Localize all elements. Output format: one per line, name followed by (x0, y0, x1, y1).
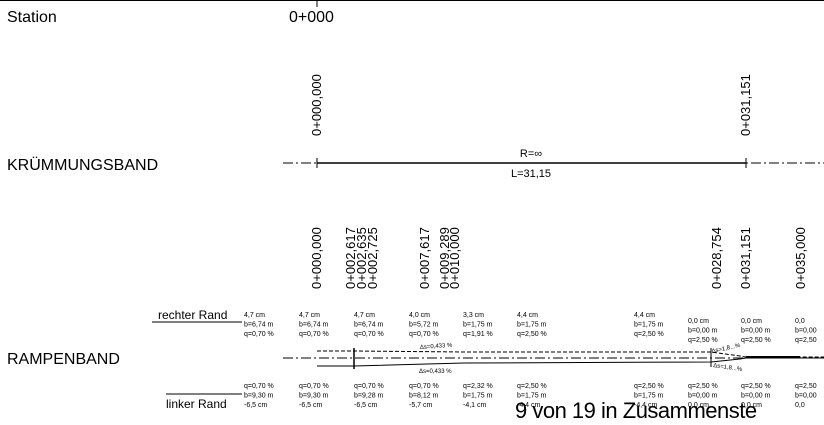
slope-annotation-2: Δs=0,433 % (419, 369, 452, 375)
right-edge-value: 4,7 cm (299, 312, 320, 319)
left-edge-line (317, 357, 824, 367)
right-edge-value: b=6,74 m (354, 322, 384, 329)
right-edge-value: 0,0 cm (741, 318, 762, 325)
right-edge-value: q=2,50 % (741, 337, 771, 344)
slope-annotation-3: Δs=1,8...% (711, 343, 741, 355)
right-edge-value: q=2,50 % (634, 331, 664, 338)
left-edge-values: q=0,70 % b=9,30 m -6,5 cm q=0,70 % b=9,30 m -… (244, 383, 817, 409)
left-edge-value: -4,4 cm (517, 402, 541, 409)
right-edge-value: q=0,70 % (244, 331, 274, 338)
curvature-length: L=31,15 (511, 168, 551, 180)
left-edge-value: q=0,70 % (354, 383, 384, 390)
left-edge-value: q=0,70 % (244, 383, 274, 390)
left-edge-value: b=8,12 m (409, 393, 439, 400)
right-edge-value: q=0,70 % (409, 331, 439, 338)
page-indicator: 9 von 19 in Zusammenste (515, 398, 757, 423)
right-edge-value: 4,4 cm (517, 312, 538, 319)
right-edge-value: q=0,70 % (354, 331, 384, 338)
ramp-station-label: 0+007,617 (417, 227, 432, 289)
curvature-station-label: 0+000,000 (309, 74, 324, 136)
curvature-stations: 0+000,000 0+031,151 (309, 74, 753, 136)
left-edge-value: b=1,75 m (634, 393, 664, 400)
left-edge-value: -4,1 cm (463, 402, 487, 409)
right-edge-values: 4,7 cm b=6,74 m q=0,70 % 4,7 cm b=6,74 m q=0,… (244, 312, 817, 344)
ramp-station-label: 0+009,289 (437, 227, 452, 289)
left-edge-value: q=2,50 % (741, 383, 771, 390)
left-edge-value: -4,4 cm (634, 402, 658, 409)
right-edge-value: b=0,00 m (741, 328, 771, 335)
left-edge-value: q=0,70 % (409, 383, 439, 390)
slope-annotation-4: Δs=1,8...% (713, 363, 743, 373)
right-edge-value: q=2,50 % (517, 331, 547, 338)
left-edge-value: q=0,70 % (299, 383, 329, 390)
left-edge-value: q=2,50 % (688, 383, 718, 390)
left-edge-value: q=2,50 % (634, 383, 664, 390)
rechter-rand-label: rechter Rand (158, 308, 227, 322)
rampenband-label: RAMPENBAND (7, 351, 120, 368)
left-edge-value: b=0,00 m (741, 393, 771, 400)
ramp-station-label: 0+028,754 (709, 227, 724, 289)
left-edge-value: q=2,50 % (517, 383, 547, 390)
right-edge-value: 4,7 cm (244, 312, 265, 319)
ramp-station-label: 0+000,000 (309, 227, 324, 289)
right-edge-value: 0,0 (795, 318, 805, 325)
ramp-station-label: 0+002,725 (365, 227, 380, 289)
right-edge-value: b=1,75 m (517, 322, 547, 329)
ramp-station-label: 0+002,635 (354, 227, 369, 289)
right-edge-value: 4,4 cm (634, 312, 655, 319)
station-label: Station (7, 9, 57, 26)
right-edge-value: q=0,70 % (299, 331, 329, 338)
left-edge-value: 0,0 cm (741, 402, 762, 409)
right-edge-value: q=2,50 (795, 337, 817, 344)
ramp-station-label: 0+002,617 (343, 227, 358, 289)
right-edge-value: 4,7 cm (354, 312, 375, 319)
right-edge-value: b=0,00 m (688, 328, 718, 335)
left-edge-value: b=1,75 m (517, 393, 547, 400)
right-edge-value: q=2,50 % (688, 337, 718, 344)
left-edge-value: b=9,28 m (354, 393, 384, 400)
kruemmungsband-label: KRÜMMUNGSBAND (7, 156, 158, 174)
left-edge-value: b=9,30 m (299, 393, 329, 400)
station-value: 0+000 (289, 9, 334, 26)
right-edge-value: 3,3 cm (463, 312, 484, 319)
ramp-station-label: 0+010,000 (447, 227, 462, 289)
left-edge-value: b=0,00 (795, 393, 817, 400)
right-edge-value: b=6,74 m (299, 322, 329, 329)
right-edge-value: b=6,74 m (244, 322, 274, 329)
right-edge-value: 0,0 cm (688, 318, 709, 325)
right-edge-value: b=1,75 m (634, 322, 664, 329)
left-edge-value: b=1,75 m (463, 393, 493, 400)
left-edge-value: -5,7 cm (409, 402, 433, 409)
ramp-station-label: 0+035,000 (793, 227, 808, 289)
right-edge-value: q=1,91 % (463, 331, 493, 338)
right-edge-value: b=5,72 m (409, 322, 439, 329)
curvature-radius: R=∞ (520, 148, 542, 160)
right-edge-value: b=0,00 (795, 328, 817, 335)
ramp-station-label: 0+031,151 (738, 227, 753, 289)
left-edge-value: q=2,32 % (463, 383, 493, 390)
slope-annotation-1: Δs=0,433 % (420, 343, 454, 351)
left-edge-value: b=0,00 m (688, 393, 718, 400)
linker-rand-label: linker Rand (166, 397, 227, 411)
left-edge-value: q=2,50 (795, 383, 817, 390)
curvature-station-label: 0+031,151 (738, 74, 753, 136)
left-edge-value: -6,5 cm (354, 402, 378, 409)
right-edge-value: b=1,75 m (463, 322, 493, 329)
left-edge-value: -6,5 cm (244, 402, 268, 409)
left-edge-value: 0,0 cm (688, 402, 709, 409)
left-edge-value: b=9,30 m (244, 393, 274, 400)
left-edge-value: 0,0 (795, 402, 805, 409)
right-edge-value: 4,0 cm (409, 312, 430, 319)
left-edge-value: -6,5 cm (299, 402, 323, 409)
